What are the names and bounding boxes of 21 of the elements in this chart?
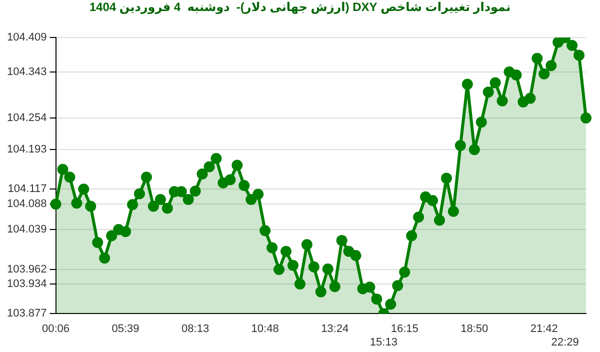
y-tick-label: 104.117 <box>8 183 47 196</box>
x-tick-label: 00:06 <box>42 323 70 336</box>
x-tick-label: 18:50 <box>460 323 488 336</box>
y-tick-label: 103.934 <box>6 278 47 290</box>
x-tick-label: 21:42 <box>530 323 558 336</box>
y-tick-label: 104.254 <box>6 112 47 124</box>
x-tick-label: 05:39 <box>112 323 140 336</box>
y-tick-label: 104.343 <box>6 66 47 78</box>
x-tick-label: 15:13 <box>370 336 398 348</box>
y-tick-label: 104.409 <box>6 32 47 44</box>
x-tick-label: 10:48 <box>251 323 279 336</box>
y-tick-label: 104.088 <box>6 198 47 210</box>
y-tick-label: 103.962 <box>6 264 47 276</box>
chart-title: نمودار تغییرات شاخص DXY (ارزش جهانی دلار)- دوشنبه 4 فروردین 1404 <box>88 0 512 16</box>
y-tick-label: 103.877 <box>6 308 47 320</box>
x-tick-label: 13:24 <box>321 323 349 336</box>
x-tick-label: 08:13 <box>182 323 210 336</box>
y-tick-label: 104.193 <box>6 144 47 156</box>
y-tick-label: 104.039 <box>6 224 47 236</box>
x-tick-label: 16:15 <box>390 323 418 336</box>
x-tick-label: 22:29 <box>551 336 579 348</box>
